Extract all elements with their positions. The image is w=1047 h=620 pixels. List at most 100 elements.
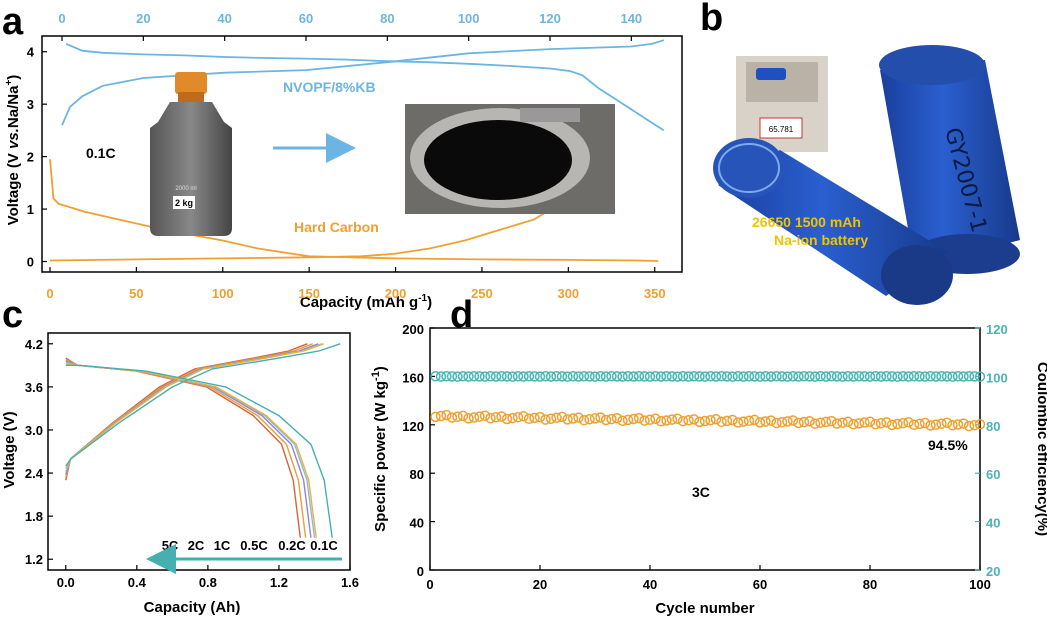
series-line-2c-charge	[65, 343, 314, 478]
rate-label-0-1c: 0.1C	[310, 538, 338, 553]
power-point	[760, 416, 771, 427]
series-line-1c-charge	[65, 343, 319, 475]
x-tick-label-d: 60	[753, 577, 767, 592]
panel-d: Cycle number Specific power (W kg-1) Cou…	[370, 322, 1047, 617]
efficiency-point	[710, 371, 722, 382]
x-tick-label-c: 1.2	[270, 575, 288, 590]
y-tick-label-c: 2.4	[25, 466, 44, 481]
efficiency-point	[589, 371, 601, 382]
efficiency-point	[771, 370, 782, 382]
y2-tick-label-d: 120	[986, 322, 1008, 337]
power-point	[908, 419, 920, 431]
y-tick-label-a: 3	[27, 97, 34, 112]
annotation-hard-carbon: Hard Carbon	[294, 219, 379, 235]
efficiency-point	[903, 371, 914, 382]
panel-a: Capacity (mAh g-1) Voltage (V vs.Na/Na+)…	[4, 11, 683, 311]
y-axis-label-d: Specific power (W kg-1)	[370, 366, 389, 532]
efficiency-point	[435, 371, 447, 382]
power-point	[452, 411, 463, 423]
efficiency-point	[578, 370, 590, 382]
y2-tick-label-d: 60	[986, 467, 1000, 482]
power-point	[837, 417, 848, 428]
power-point	[463, 413, 474, 424]
efficiency-point	[540, 371, 551, 382]
y-tick-label-d: 200	[402, 322, 424, 337]
efficiency-point	[787, 371, 799, 382]
x-tick-label-c: 0.8	[199, 575, 217, 590]
power-point	[573, 412, 584, 423]
annotation-nvopf: NVOPF/8%KB	[283, 79, 376, 95]
battery-cell-front: 26650 1500 mAh Na-ion battery	[713, 138, 953, 305]
power-point	[809, 418, 821, 429]
efficiency-point	[798, 370, 810, 382]
power-point	[468, 412, 480, 423]
efficiency-point	[765, 371, 777, 382]
power-point	[804, 415, 815, 427]
y-tick-label-d: 120	[402, 419, 424, 434]
power-point	[655, 416, 667, 427]
efficiency-point	[699, 371, 711, 382]
efficiency-point	[496, 370, 507, 382]
efficiency-point	[485, 371, 496, 382]
x-tick-label-a: 150	[298, 286, 320, 301]
power-point	[765, 415, 777, 426]
power-point	[446, 412, 458, 423]
efficiency-point	[573, 371, 584, 382]
power-point	[864, 416, 876, 427]
efficiency-point	[732, 371, 744, 382]
power-point	[639, 415, 650, 426]
efficiency-point	[683, 371, 694, 382]
power-point	[490, 412, 502, 423]
cell-text-line2: Na-ion battery	[774, 232, 868, 248]
power-point	[628, 413, 639, 425]
power-point	[683, 415, 694, 426]
efficiency-point	[562, 371, 573, 382]
efficiency-point	[930, 371, 942, 382]
efficiency-point	[628, 371, 639, 382]
efficiency-point	[782, 371, 793, 382]
x-tick-label-d: 20	[533, 577, 547, 592]
efficiency-point	[853, 370, 865, 382]
y2-tick-label-d: 80	[986, 419, 1000, 434]
power-point	[529, 412, 540, 424]
efficiency-point	[941, 371, 953, 382]
efficiency-point	[567, 371, 579, 382]
efficiency-point	[644, 371, 656, 382]
top-x-tick-label-a: 140	[620, 11, 642, 26]
efficiency-point	[463, 371, 474, 382]
x-tick-label-a: 50	[129, 286, 143, 301]
scale-reading: 65.781	[769, 125, 794, 134]
series-line-nvopf-8-kb	[61, 39, 665, 126]
efficiency-point	[958, 371, 969, 382]
efficiency-point	[672, 371, 683, 382]
power-point	[952, 419, 964, 430]
y-tick-label-c: 1.2	[25, 552, 43, 567]
efficiency-point	[639, 371, 650, 382]
efficiency-point	[666, 371, 678, 382]
panel-label-a: a	[2, 1, 24, 43]
panel-b: 65.781 GY2007-1 26650 1500 mAh Na-ion ba…	[713, 45, 1020, 305]
power-point	[567, 413, 579, 424]
efficiency-point	[655, 371, 667, 382]
efficiency-point	[870, 371, 881, 382]
reactor-photo	[405, 104, 615, 214]
power-point	[485, 412, 496, 424]
power-point	[881, 417, 892, 428]
power-point	[848, 419, 859, 430]
efficiency-point	[474, 371, 485, 382]
power-point	[941, 417, 953, 429]
y-tick-label-d: 80	[410, 467, 424, 482]
power-point	[589, 413, 601, 424]
efficiency-point	[820, 371, 832, 382]
power-point	[501, 413, 513, 425]
annotation-rate-a: 0.1C	[86, 145, 116, 161]
efficiency-point	[974, 371, 986, 382]
efficiency-point	[793, 371, 804, 382]
series-line-5c-discharge	[65, 357, 301, 538]
power-point	[507, 412, 518, 424]
power-point	[826, 415, 837, 427]
power-point	[441, 409, 452, 421]
efficiency-point	[595, 371, 606, 382]
power-point	[815, 417, 826, 429]
efficiency-point	[749, 371, 760, 382]
